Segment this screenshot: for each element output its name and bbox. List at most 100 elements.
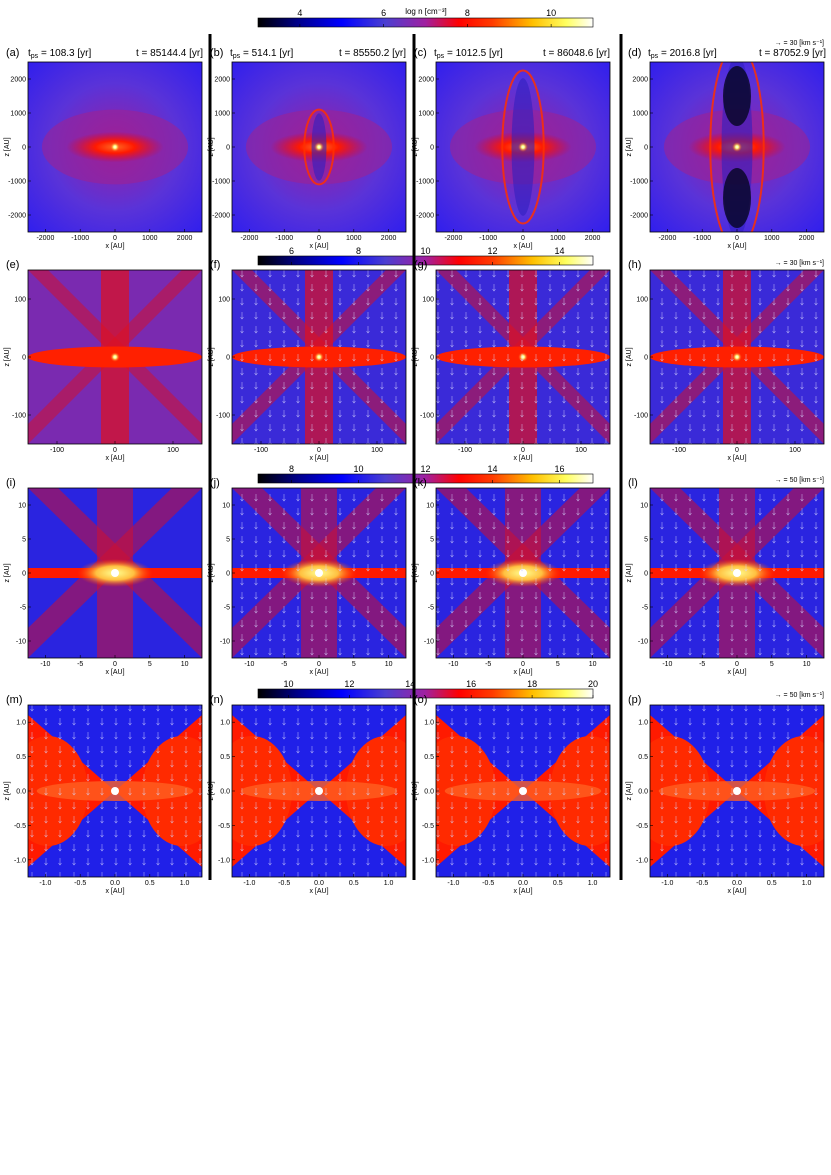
y-tick-label: 100 (636, 297, 648, 304)
density-panel: (o) -1.0 -0.5 0.0 0.5 1.0 1.0 0.5 0.0 -0.5 -1.0 x [… (412, 694, 611, 895)
velocity-legend-row-0: → = 30 [km s⁻¹] (775, 40, 824, 47)
y-tick-label: 5 (22, 537, 26, 544)
y-tick-label: 0 (644, 145, 648, 152)
y-tick-label: -10 (638, 639, 648, 646)
x-tick-label: -1.0 (243, 880, 255, 887)
x-tick-label: 2000 (585, 235, 601, 242)
y-tick-label: 1000 (632, 111, 648, 118)
y-tick-label: -1.0 (14, 857, 26, 864)
panel-label: (n) (210, 694, 223, 706)
density-map (650, 62, 824, 232)
y-tick-label: 10 (18, 503, 26, 510)
x-tick-label: -2000 (36, 235, 54, 242)
y-axis-label: z [AU] (626, 347, 633, 366)
x-tick-label: 0 (113, 235, 117, 242)
x-tick-label: 0 (735, 235, 739, 242)
x-tick-label: 0 (735, 447, 739, 454)
y-tick-label: -5 (20, 605, 26, 612)
panel-label: (b) (210, 47, 223, 59)
colorbar-tick-label: 10 (353, 464, 363, 474)
panel-label: (p) (628, 694, 641, 706)
y-tick-label: 0.0 (638, 789, 648, 796)
y-tick-label: 1.0 (16, 720, 26, 727)
x-tick-label: 10 (385, 661, 393, 668)
y-tick-label: 100 (218, 297, 230, 304)
y-tick-label: 0 (644, 571, 648, 578)
colorbar-tick-label: 8 (465, 8, 470, 18)
y-tick-label: -2000 (212, 213, 230, 220)
y-tick-label: 1.0 (220, 720, 230, 727)
x-tick-label: -10 (40, 661, 50, 668)
y-tick-label: -5 (224, 605, 230, 612)
y-tick-label: 0 (430, 355, 434, 362)
y-tick-label: -0.5 (422, 823, 434, 830)
density-map (650, 270, 824, 444)
y-tick-label: -10 (220, 639, 230, 646)
x-tick-label: -1.0 (447, 880, 459, 887)
x-axis-label: x [AU] (105, 669, 124, 676)
y-tick-label: -10 (16, 639, 26, 646)
y-axis-label: z [AU] (412, 137, 419, 156)
y-tick-label: -5 (428, 605, 434, 612)
y-tick-label: -1000 (8, 179, 26, 186)
x-tick-label: 2000 (381, 235, 397, 242)
x-tick-label: -1000 (275, 235, 293, 242)
svg-text:t = 87052.9 [yr]: t = 87052.9 [yr] (759, 48, 826, 59)
panel-label: (i) (6, 477, 16, 489)
colorbar-tick-label: 12 (487, 246, 497, 256)
x-tick-label: -5 (281, 661, 287, 668)
x-tick-label: 5 (148, 661, 152, 668)
colorbar-tick-label: 10 (420, 246, 430, 256)
y-tick-label: -1000 (416, 179, 434, 186)
y-tick-label: 5 (430, 537, 434, 544)
x-tick-label: 100 (575, 447, 587, 454)
svg-text:tps = 108.3 [yr]: tps = 108.3 [yr] (28, 48, 91, 60)
x-tick-label: 0 (317, 235, 321, 242)
density-map (232, 62, 406, 232)
density-map (436, 705, 610, 877)
y-axis-label: z [AU] (208, 137, 215, 156)
density-panel: (c) -2000 -1000 0 1000 2000 2000 1000 0 -1000 -200… (412, 47, 611, 250)
y-tick-label: -0.5 (636, 823, 648, 830)
y-tick-label: 1000 (418, 111, 434, 118)
y-tick-label: 1.0 (424, 720, 434, 727)
y-tick-label: -0.5 (14, 823, 26, 830)
y-tick-label: 0 (22, 145, 26, 152)
y-tick-label: -1.0 (422, 857, 434, 864)
colorbar-tick-label: 10 (283, 679, 293, 689)
y-tick-label: -2000 (8, 213, 26, 220)
x-tick-label: 100 (371, 447, 383, 454)
x-tick-label: -10 (662, 661, 672, 668)
x-tick-label: -1000 (693, 235, 711, 242)
x-tick-label: 0 (113, 447, 117, 454)
density-panel: (j) -10 -5 0 5 10 10 5 0 -5 -10 x [AU] z [AU] (208, 477, 407, 676)
x-tick-label: 0.5 (349, 880, 359, 887)
panel-label: (m) (6, 694, 23, 706)
colorbar-row-1: 6 8 10 12 14 (257, 246, 594, 266)
x-axis-label: x [AU] (309, 243, 328, 250)
density-panel: (b) -2000 -1000 0 1000 2000 2000 1000 0 -1000 -200… (208, 47, 407, 250)
velocity-legend-row-3: → = 50 [km s⁻¹] (775, 692, 824, 699)
x-tick-label: 0 (521, 447, 525, 454)
colorbar-row-0: log n [cm⁻³] 4 6 8 10 (257, 7, 594, 28)
y-tick-label: 2000 (418, 77, 434, 84)
x-tick-label: 1.0 (384, 880, 394, 887)
y-axis-label: z [AU] (412, 347, 419, 366)
x-tick-label: -10 (448, 661, 458, 668)
colorbar-tick-label: 12 (420, 464, 430, 474)
x-tick-label: 0 (521, 661, 525, 668)
colorbar-tick-label: 6 (381, 8, 386, 18)
x-axis-label: x [AU] (513, 455, 532, 462)
density-map (650, 705, 824, 877)
y-tick-label: 1.0 (638, 720, 648, 727)
x-tick-label: 0 (735, 661, 739, 668)
x-tick-label: -100 (458, 447, 472, 454)
y-tick-label: 0 (644, 355, 648, 362)
x-tick-label: -1.0 (39, 880, 51, 887)
y-tick-label: 0 (226, 571, 230, 578)
y-tick-label: -100 (420, 413, 434, 420)
x-axis-label: x [AU] (105, 888, 124, 895)
density-panel: (m) -1.0 -0.5 0.0 0.5 1.0 1.0 0.5 0.0 -0.5 -1.0 x [… (4, 694, 203, 895)
y-axis-label: z [AU] (4, 137, 11, 156)
density-map (28, 705, 202, 877)
